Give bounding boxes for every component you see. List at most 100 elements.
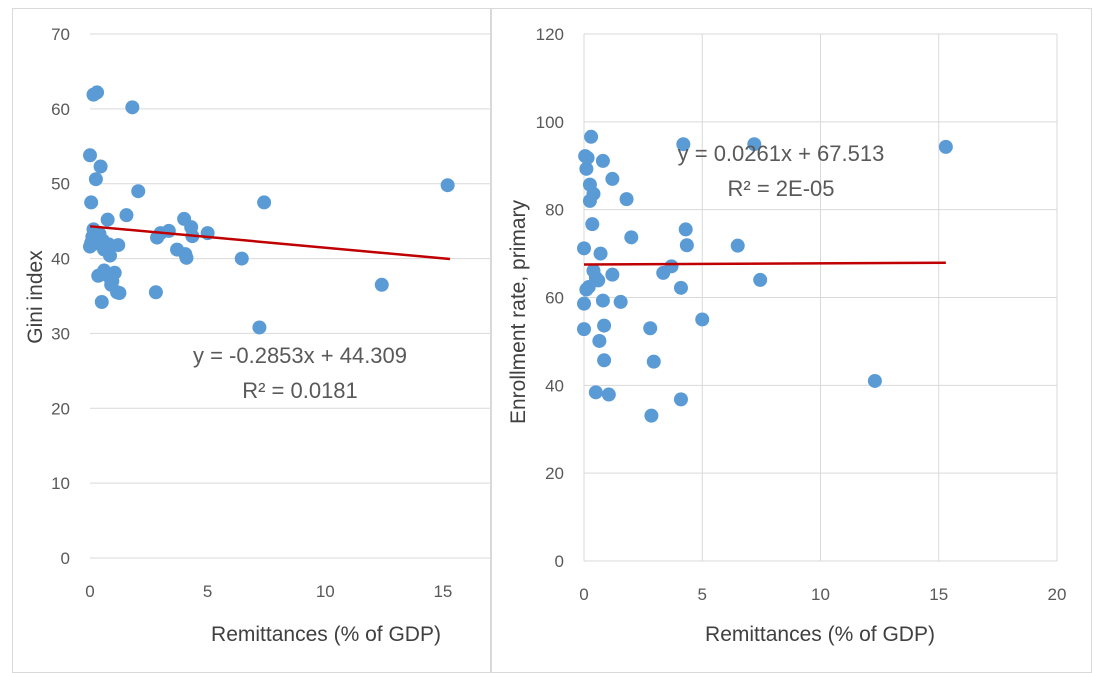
chart2-data-point [597,353,612,368]
chart2-data-point [678,222,693,237]
chart1-y-tick-label: 40 [51,250,70,269]
chart1-data-point [131,184,146,199]
chart2-data-point [695,312,710,327]
chart2-trendline-path [583,261,946,266]
chart1-data-point [252,320,267,335]
chart2-data-point [867,373,882,388]
chart1-y-tick-label: 10 [51,474,70,493]
chart2-data-point [656,265,671,280]
chart2-data-point [644,408,659,423]
right-panel-frame [491,8,1092,673]
chart2-data-point [676,137,691,152]
chart1-data-points [83,85,455,335]
chart2-trendline [583,261,946,266]
chart2-y-tick-label: 100 [536,113,564,132]
chart1-data-point [257,195,272,210]
chart1-data-point [94,294,109,309]
chart1-data-point [234,251,249,266]
chart1-y-tick-label: 30 [51,324,70,343]
chart2-data-point [673,280,688,295]
chart1-x-tick-label: 5 [203,582,212,601]
chart1-y-tick-label: 60 [51,100,70,119]
chart1-data-point [440,178,455,193]
chart1-trendline [89,225,451,261]
chart1-y-tick-label: 70 [51,25,70,44]
chart2-data-point [605,171,620,186]
chart2-x-tick-label: 20 [1048,585,1067,604]
chart2-r-squared: R² = 2E-05 [728,176,835,201]
chart2-data-point [597,318,612,333]
chart1-data-point [83,239,97,254]
chart1-data-point [148,285,163,300]
chart2-data-point [601,387,616,402]
chart2-data-point [595,153,610,168]
chart1-data-point [91,268,106,283]
chart2-data-point [579,161,594,176]
chart2-y-axis-title: Enrollment rate, primary [507,199,530,424]
chart1-data-point [111,238,126,253]
chart2-data-point [730,238,745,253]
chart2-data-point [592,333,607,348]
chart1-data-point [86,87,101,102]
chart2-y-tick-label: 80 [545,201,564,220]
chart1-data-point [103,248,117,263]
chart1-data-point [100,212,115,227]
chart2-x-axis-title: Remittances (% of GDP) [705,623,935,646]
chart2-x-tick-label: 5 [698,585,707,604]
chart2-y-tick-label: 40 [545,376,564,395]
chart1-x-tick-label: 15 [433,582,452,601]
chart2-trend-equation: y = 0.0261x + 67.513 [678,141,885,166]
chart1-data-point [179,250,194,265]
chart2-data-point [624,230,639,245]
chart2-data-point [580,150,595,165]
chart1-x-tick-labels: 0 5 10 15 [85,582,452,601]
chart1-data-point [119,208,134,223]
chart1-data-point [88,172,103,187]
chart2-data-point [679,238,694,253]
chart2-y-tick-label: 20 [545,464,564,483]
chart1-trend-equation: y = -0.2853x + 44.309 [193,343,407,368]
chart2-data-point [753,272,768,287]
chart2-data-point [585,217,600,232]
chart2-x-tick-labels: 0 5 10 15 20 [579,585,1066,604]
enrollment-scatter-chart: 0 20 40 60 80 100 120 0 5 10 15 20 y = 0.0261x + 6… [507,25,1066,646]
chart2-y-tick-labels: 0 20 40 60 80 100 120 [536,25,564,571]
chart1-data-point [112,286,127,301]
chart2-data-point [593,246,608,261]
chart1-data-point [84,195,99,210]
chart1-y-axis-title: Gini index [24,250,47,344]
chart2-x-tick-label: 15 [929,585,948,604]
chart2-y-tick-label: 120 [536,25,564,44]
chart1-y-tick-label: 0 [61,549,70,568]
chart2-data-point [588,385,603,400]
chart1-x-tick-label: 10 [316,582,335,601]
chart1-x-axis-title: Remittances (% of GDP) [211,623,441,646]
chart2-x-tick-label: 0 [579,585,588,604]
chart1-gridlines [90,33,490,559]
chart1-y-tick-label: 20 [51,399,70,418]
chart2-data-point [643,321,658,336]
chart2-data-point [747,137,762,152]
chart2-gridlines [583,33,1058,562]
chart2-data-point [577,241,591,256]
chart2-data-point [577,296,591,311]
chart2-data-point [613,294,628,309]
chart2-y-tick-label: 0 [555,552,564,571]
chart2-data-point [584,129,599,144]
chart1-data-point [93,159,108,174]
chart1-y-tick-labels: 0 10 20 30 40 50 60 70 [51,25,70,568]
chart2-data-point [579,282,594,297]
chart2-data-point [646,354,661,369]
left-panel-frame [12,8,491,673]
chart2-y-tick-label: 60 [545,289,564,308]
chart2-data-point [577,322,591,337]
gini-scatter-chart: 0 10 20 30 40 50 60 70 0 5 10 15 y = -0.2853x + 44… [24,25,490,646]
chart1-data-point [83,148,97,163]
chart2-data-point [619,192,634,207]
chart2-data-point [605,267,620,282]
chart1-data-point [374,277,389,292]
chart2-data-points [577,129,953,423]
chart2-x-tick-label: 10 [811,585,830,604]
chart1-data-point [125,100,140,115]
